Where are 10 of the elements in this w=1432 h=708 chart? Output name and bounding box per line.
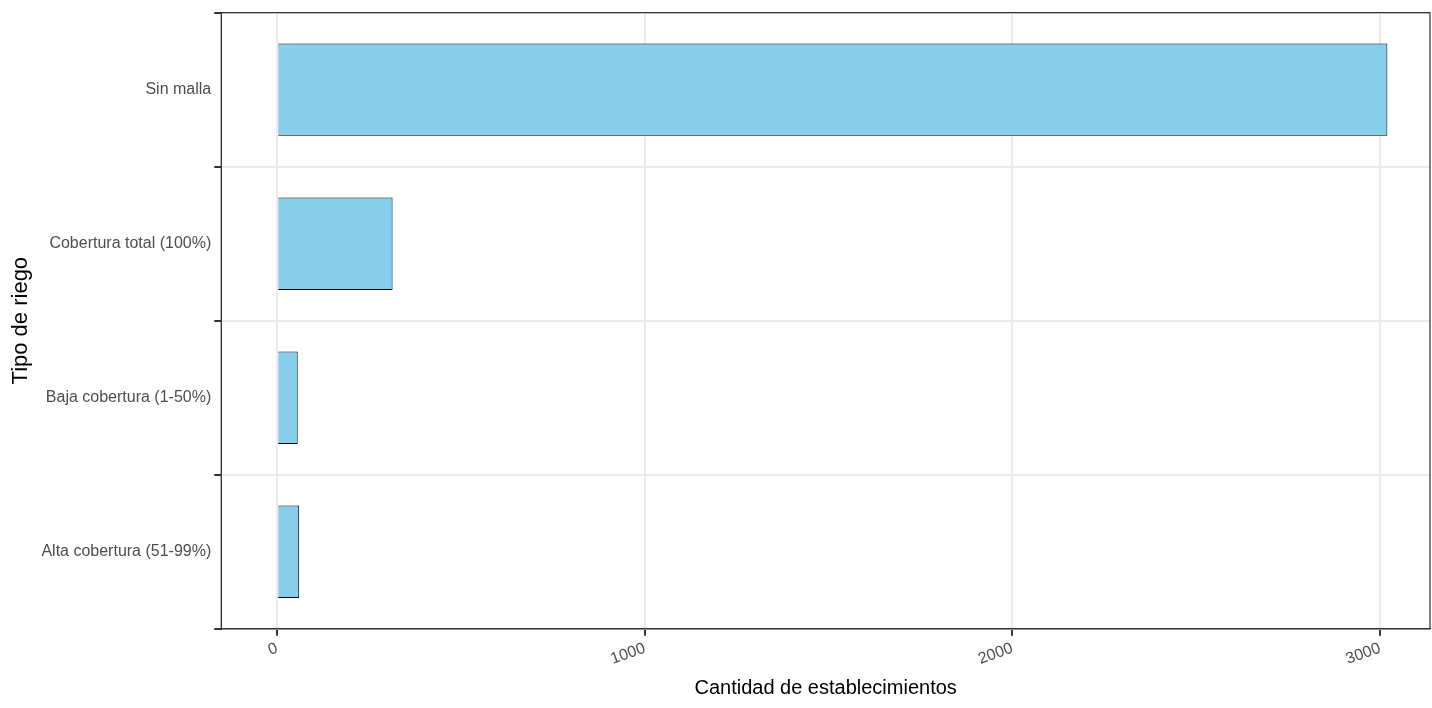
y-tick-label: Baja cobertura (1-50%) xyxy=(45,388,212,406)
x-tick-label: 3000 xyxy=(1343,638,1383,667)
x-axis-title: Cantidad de establecimientos xyxy=(694,675,957,698)
y-tick-label: Sin malla xyxy=(145,80,212,98)
y-axis-title: Tipo de riego xyxy=(7,256,33,385)
x-tick-label: 0 xyxy=(265,638,280,658)
x-tick-label: 1000 xyxy=(608,638,648,667)
y-tick-label: Alta cobertura (51-99%) xyxy=(41,542,212,560)
x-tick-label: 2000 xyxy=(975,638,1016,667)
y-tick-label: Cobertura total (100%) xyxy=(49,234,212,252)
